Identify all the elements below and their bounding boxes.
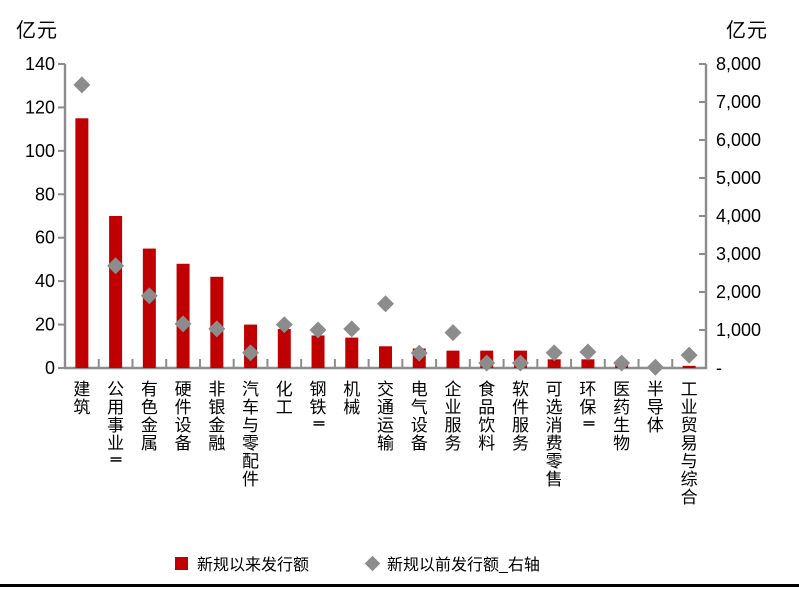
bar-0: [75, 118, 89, 369]
left-axis-tick-label: 20: [35, 315, 55, 335]
right-axis-tick-label: 3,000: [716, 244, 761, 264]
diamond-2: [140, 287, 158, 305]
left-axis-tick-label: 120: [25, 97, 55, 117]
bar-11: [446, 350, 460, 368]
bar-1: [109, 216, 123, 368]
diamond-11: [444, 324, 462, 342]
left-axis-tick-label: 140: [25, 54, 55, 74]
diamond-18: [680, 346, 698, 364]
bottom-divider-line: [0, 584, 799, 587]
right-axis-tick-label: 4,000: [716, 206, 761, 226]
bar-8: [345, 337, 359, 368]
legend-item-bars: 新规以来发行额: [175, 551, 309, 575]
left-axis-tick-label: 0: [45, 358, 55, 378]
right-axis-tick-label: 5,000: [716, 168, 761, 188]
right-axis-tick-label: 2,000: [716, 282, 761, 302]
right-axis-tick-label: 7,000: [716, 92, 761, 112]
diamond-4: [208, 320, 226, 338]
diamond-8: [343, 320, 361, 338]
diamond-7: [309, 321, 327, 339]
diamond-14: [545, 344, 563, 362]
legend-label-bars: 新规以来发行额: [197, 557, 310, 574]
diamond-3: [174, 315, 192, 333]
diamond-9: [377, 295, 394, 313]
diamond-15: [579, 343, 597, 361]
diamond-0: [73, 76, 91, 94]
legend-item-diamonds: 新规以前发行额_右轴: [364, 551, 540, 575]
diamond-17: [646, 358, 664, 376]
diamond-12: [478, 354, 496, 372]
bar-7: [311, 335, 325, 368]
left-axis-tick-label: 100: [25, 141, 55, 161]
diamond-6: [275, 316, 293, 334]
bar-2: [142, 248, 156, 368]
right-axis-tick-label: -: [716, 358, 722, 378]
bar-6: [277, 328, 291, 368]
left-axis-tick-label: 40: [35, 271, 55, 291]
left-axis-unit-label: 亿元: [16, 20, 58, 42]
left-axis-tick-label: 80: [35, 184, 55, 204]
right-axis-tick-label: 1,000: [716, 320, 761, 340]
chart-legend: 新规以来发行额 新规以前发行额_右轴: [175, 552, 540, 574]
right-axis-unit-label: 亿元: [726, 20, 768, 42]
diamond-1: [107, 257, 125, 275]
bar-14: [547, 359, 561, 368]
diamond-16: [613, 354, 631, 372]
diamond-series-swatch-icon: [364, 555, 381, 571]
legend-label-diamonds: 新规以前发行额_右轴: [387, 557, 540, 574]
right-axis-tick-label: 8,000: [716, 54, 761, 74]
bar-15: [581, 359, 595, 368]
bar-series-swatch-icon: [175, 556, 188, 570]
right-axis-tick-label: 6,000: [716, 130, 761, 150]
left-axis-tick-label: 60: [35, 228, 55, 248]
diamond-10: [410, 344, 428, 362]
diamond-13: [511, 354, 529, 372]
bar-18: [682, 365, 696, 368]
bar-9: [379, 346, 392, 368]
